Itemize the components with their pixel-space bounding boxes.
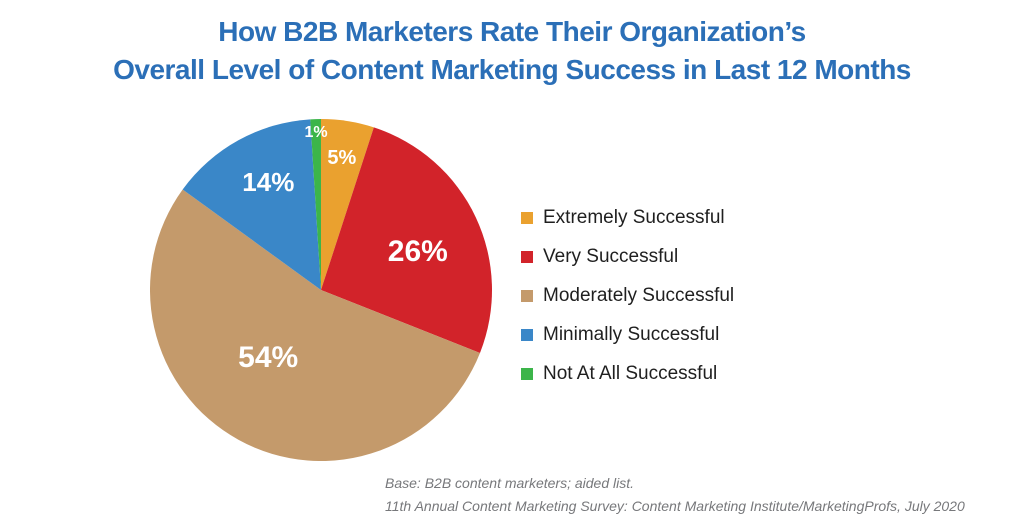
pie-slice-not-at-all-successful [310, 119, 321, 290]
pie-slice-minimally-successful [182, 119, 321, 290]
footnote-source: 11th Annual Content Marketing Survey: Co… [385, 498, 965, 514]
legend-label-minimally-successful: Minimally Successful [543, 324, 720, 345]
legend-swatch-minimally-successful [521, 328, 533, 341]
legend-swatch-not-at-all-successful [521, 367, 533, 380]
legend-label-not-at-all-successful: Not At All Successful [543, 363, 718, 384]
chart-title: How B2B Marketers Rate Their Organizatio… [0, 13, 1024, 89]
legend-label-moderately-successful: Moderately Successful [543, 285, 735, 306]
pie-slice-extremely-successful [321, 119, 374, 290]
pie-label-minimally-successful: 14% [242, 167, 295, 198]
legend-item-not-at-all-successful: Not At All Successful [521, 362, 734, 385]
legend-item-moderately-successful: Moderately Successful [521, 284, 734, 307]
pie-label-not-at-all-successful: 1% [304, 123, 328, 141]
pie-label-extremely-successful: 5% [327, 147, 357, 170]
pie-label-very-successful: 26% [387, 235, 448, 269]
footnote-base: Base: B2B content marketers; aided list. [385, 475, 635, 491]
chart-title-line-1: How B2B Marketers Rate Their Organizatio… [218, 16, 806, 47]
legend-swatch-very-successful [521, 250, 533, 263]
chart-legend: Extremely Successful Very Successful Moder… [521, 206, 734, 401]
legend-label-extremely-successful: Extremely Successful [543, 207, 725, 228]
pie-chart: 5% 26% 54% 14% 1% [150, 119, 492, 461]
pie-slice-moderately-successful [150, 189, 480, 461]
legend-item-minimally-successful: Minimally Successful [521, 323, 734, 346]
chart-title-line-2: Overall Level of Content Marketing Succe… [113, 54, 911, 85]
pie-slice-very-successful [321, 127, 492, 353]
legend-swatch-moderately-successful [521, 289, 533, 302]
legend-item-very-successful: Very Successful [521, 245, 734, 268]
pie-chart-svg [150, 119, 492, 461]
legend-item-extremely-successful: Extremely Successful [521, 206, 734, 229]
pie-label-moderately-successful: 54% [238, 340, 299, 374]
legend-swatch-extremely-successful [521, 211, 533, 224]
chart-footnotes: Base: B2B content marketers; aided list.… [385, 472, 965, 518]
legend-label-very-successful: Very Successful [543, 246, 679, 267]
